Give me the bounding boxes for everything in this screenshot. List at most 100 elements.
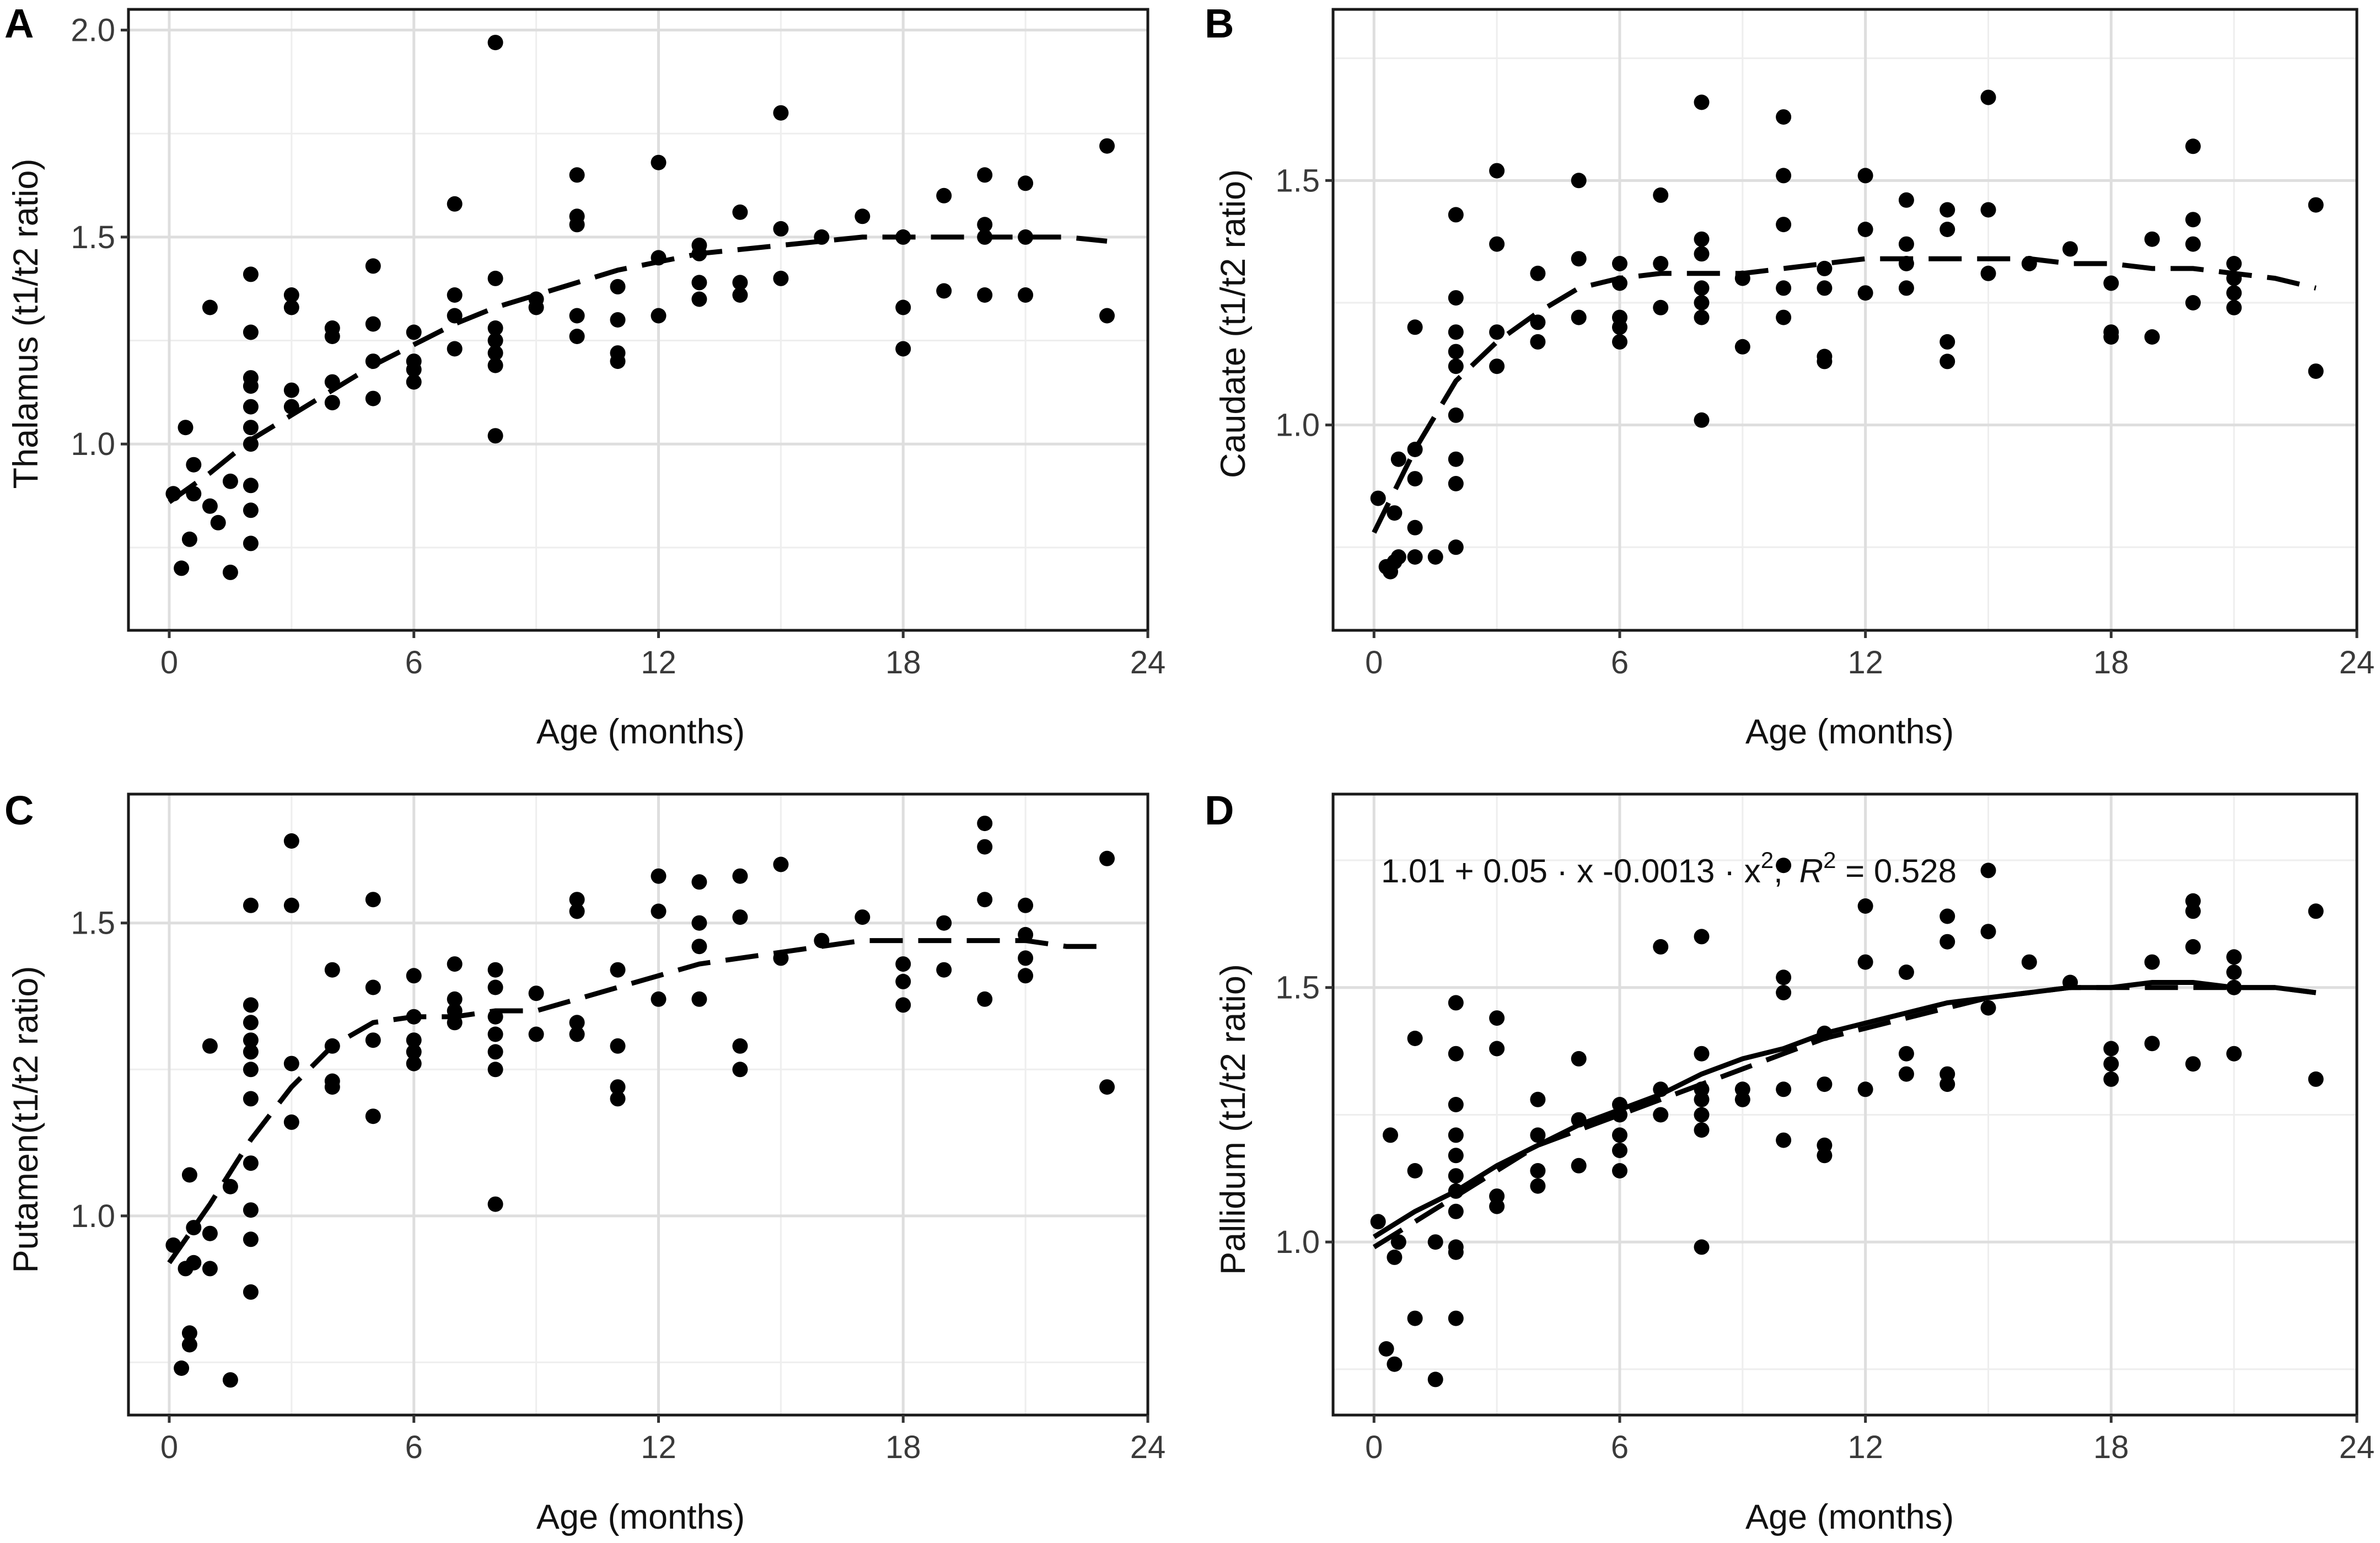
scatter-point: [1407, 1310, 1423, 1326]
scatter-point: [895, 341, 911, 357]
scatter-point: [1407, 319, 1423, 335]
plot-frame-d: [1331, 792, 2358, 1417]
scatter-point: [1489, 324, 1505, 340]
scatter-point: [1387, 505, 1403, 521]
panel-letter-d: D: [1205, 787, 1234, 833]
scatter-point: [1857, 898, 1873, 914]
scatter-point: [691, 991, 707, 1007]
scatter-point: [1940, 202, 1955, 218]
scatter-point: [1612, 1127, 1627, 1143]
scatter-point: [1898, 965, 1914, 980]
scatter-point: [1817, 280, 1833, 296]
scatter-point: [487, 1062, 503, 1078]
scatter-point: [1390, 1234, 1406, 1250]
scatter-point: [1776, 168, 1792, 184]
scatter-point: [1940, 934, 1955, 950]
scatter-point: [1530, 314, 1546, 330]
panel-letter-a: A: [4, 1, 34, 46]
scatter-point: [1734, 270, 1750, 286]
scatter-point: [1448, 1046, 1464, 1062]
scatter-point: [691, 291, 707, 307]
scatter-point: [1776, 858, 1792, 874]
scatter-point: [1980, 924, 1996, 940]
scatter-point: [1817, 1137, 1833, 1153]
scatter-point: [365, 258, 381, 274]
scatter-point: [487, 345, 503, 361]
scatter-point: [1980, 89, 1996, 105]
scatter-point: [283, 1056, 299, 1071]
scatter-point: [283, 897, 299, 913]
scatter-point: [1980, 202, 1996, 218]
scatter-point: [243, 420, 259, 436]
scatter-point: [1489, 1041, 1505, 1057]
scatter-point: [1571, 1051, 1587, 1067]
scatter-point: [1489, 163, 1505, 179]
scatter-point: [181, 1325, 197, 1341]
scatter-point: [1571, 1158, 1587, 1174]
scatter-point: [2308, 1071, 2324, 1087]
scatter-point: [1448, 451, 1464, 467]
scatter-point: [1489, 358, 1505, 374]
scatter-point: [732, 909, 748, 925]
scatter-point: [1427, 1234, 1443, 1250]
x-axis-title-d: Age (months): [1745, 1498, 1954, 1536]
scatter-point: [855, 909, 871, 925]
scatter-point: [1734, 1081, 1750, 1097]
scatter-point: [1018, 229, 1034, 245]
scatter-point: [1898, 256, 1914, 271]
scatter-point: [1940, 334, 1955, 350]
scatter-point: [936, 187, 952, 203]
y-tick-label: 1.5: [71, 906, 115, 941]
scatter-point: [243, 266, 259, 282]
scatter-point: [487, 1009, 503, 1025]
scatter-point: [2185, 212, 2201, 228]
scatter-point: [1653, 939, 1669, 955]
scatter-point: [406, 1044, 422, 1060]
scatter-point: [1407, 549, 1423, 565]
scatter-point: [447, 308, 463, 324]
scatter-point: [1612, 1097, 1627, 1112]
scatter-point: [1448, 1148, 1464, 1164]
scatter-point: [610, 1079, 626, 1095]
scatter-point: [1694, 1107, 1710, 1123]
scatter-point: [1383, 1127, 1398, 1143]
scatter-point: [243, 1155, 259, 1171]
scatter-point: [324, 395, 340, 411]
scatter-point: [186, 457, 202, 473]
scatter-point: [569, 329, 585, 344]
scatter-point: [181, 1167, 197, 1183]
scatter-point: [1653, 1081, 1669, 1097]
scatter-point: [1776, 1081, 1792, 1097]
scatter-point: [569, 1026, 585, 1042]
scatter-point: [178, 420, 194, 436]
scatter-point: [1530, 334, 1546, 350]
scatter-point: [324, 320, 340, 336]
scatter-point: [1448, 995, 1464, 1011]
scatter-point: [1980, 1000, 1996, 1016]
scatter-point: [1817, 349, 1833, 365]
scatter-point: [1390, 549, 1406, 565]
scatter-point: [1427, 1371, 1443, 1387]
scatter-point: [1099, 138, 1115, 154]
plot-frame-c: [127, 792, 1149, 1417]
scatter-point: [2226, 979, 2242, 995]
scatter-point: [487, 1044, 503, 1060]
scatter-point: [651, 991, 667, 1007]
scatter-point: [2226, 299, 2242, 315]
scatter-point: [610, 278, 626, 294]
scatter-point: [895, 956, 911, 972]
scatter-point: [895, 973, 911, 989]
scatter-point: [243, 897, 259, 913]
scatter-point: [1776, 309, 1792, 325]
scatter-point: [895, 997, 911, 1013]
scatter-point: [1857, 954, 1873, 970]
scatter-point: [1407, 1031, 1423, 1046]
y-axis-title-d: Pallidum (t1/t2 ratio): [1214, 964, 1253, 1275]
scatter-point: [1857, 1081, 1873, 1097]
scatter-point: [1448, 407, 1464, 423]
scatter-point: [1571, 1112, 1587, 1128]
scatter-point: [1387, 1249, 1403, 1265]
scatter-point: [1530, 1091, 1546, 1107]
panel-d: D 0 6 12 18 24 1.0 1.5 Age (months) Pallidum (…: [1205, 787, 2374, 1536]
